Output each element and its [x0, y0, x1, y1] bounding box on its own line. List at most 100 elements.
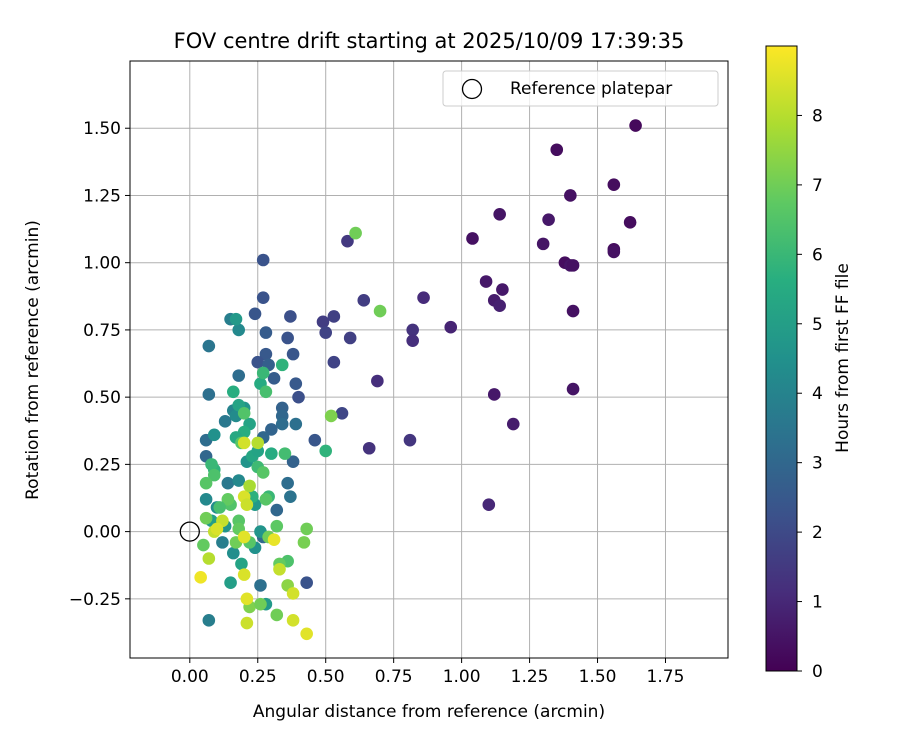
x-tick-label: 1.00 — [443, 667, 481, 687]
data-point — [194, 571, 207, 584]
data-point — [202, 552, 216, 565]
colorbar-tick-label: 2 — [812, 523, 823, 543]
x-tick-label: 0.50 — [307, 667, 345, 687]
y-tick-label: 0.50 — [83, 388, 121, 408]
data-point — [487, 388, 501, 401]
data-point — [251, 436, 265, 450]
data-point — [199, 476, 213, 490]
legend: Reference platepar — [442, 70, 719, 107]
data-point — [199, 511, 213, 525]
data-point — [327, 355, 341, 369]
data-point — [417, 291, 430, 304]
data-point — [349, 226, 362, 240]
data-point — [265, 447, 278, 460]
data-point — [493, 207, 506, 221]
data-point — [259, 347, 273, 361]
data-point — [564, 189, 577, 202]
data-point — [566, 304, 580, 318]
data-point — [289, 377, 303, 391]
data-point — [202, 388, 216, 401]
data-point — [259, 385, 273, 399]
data-point — [623, 216, 637, 229]
x-tick-label: 0.25 — [239, 667, 277, 687]
data-point — [251, 355, 265, 369]
data-point — [444, 320, 458, 334]
data-point — [281, 476, 294, 490]
data-point — [254, 579, 267, 592]
data-point — [482, 498, 496, 512]
data-point — [316, 315, 330, 329]
data-point — [207, 428, 221, 442]
y-tick-label: 0.25 — [83, 455, 121, 475]
data-point — [550, 143, 564, 157]
data-point — [221, 493, 235, 506]
data-point — [403, 433, 417, 447]
data-point — [607, 245, 621, 259]
y-tick-label: 0.00 — [83, 523, 121, 543]
data-point — [256, 366, 270, 380]
data-point — [254, 597, 267, 611]
x-tick-label: 0.75 — [375, 667, 413, 687]
data-point — [267, 533, 281, 546]
data-point — [566, 259, 580, 272]
data-point — [256, 466, 270, 479]
data-point — [607, 178, 621, 192]
legend-label: Reference platepar — [510, 79, 672, 99]
data-point — [259, 326, 273, 339]
data-point — [226, 385, 240, 399]
data-point — [207, 468, 221, 482]
colorbar-label: Hours from first FF file — [833, 263, 853, 453]
data-point — [267, 372, 281, 385]
x-tick-label: 1.50 — [579, 667, 617, 687]
data-point — [237, 436, 251, 450]
colorbar-tick-label: 8 — [812, 106, 823, 126]
data-point — [479, 275, 493, 288]
y-axis-ticks: −0.25 0.00 0.25 0.50 0.75 1.00 1.25 1.50 — [69, 119, 130, 610]
legend-box — [442, 70, 719, 107]
data-point — [335, 406, 349, 420]
data-point — [213, 501, 226, 514]
data-point — [237, 530, 251, 544]
data-point — [226, 546, 240, 560]
data-point — [373, 304, 387, 318]
data-point — [506, 417, 520, 431]
data-point — [243, 479, 256, 493]
data-point — [240, 592, 254, 606]
plot-frame — [129, 60, 729, 659]
colorbar-gradient — [765, 45, 798, 672]
data-point — [284, 490, 297, 503]
x-tick-label: 1.75 — [647, 667, 685, 687]
colorbar-tick-label: 4 — [812, 384, 823, 404]
data-point — [289, 417, 303, 431]
data-point — [300, 522, 313, 536]
data-point — [308, 433, 322, 447]
y-tick-label: 1.50 — [83, 119, 121, 139]
data-point — [275, 358, 289, 372]
data-point — [406, 323, 419, 337]
data-point — [224, 576, 237, 590]
colorbar: 0 1 2 3 4 5 6 7 8 Hours from first FF file — [765, 45, 853, 682]
data-point — [275, 417, 289, 431]
data-point — [341, 234, 354, 248]
data-point — [286, 614, 300, 627]
data-point — [629, 119, 642, 132]
data-point — [327, 310, 341, 323]
data-point — [496, 283, 509, 296]
data-point — [493, 299, 506, 313]
data-point — [324, 409, 338, 423]
data-point — [270, 519, 284, 533]
data-point — [286, 455, 300, 468]
data-point — [406, 334, 419, 347]
data-point — [536, 237, 550, 251]
data-point — [273, 562, 286, 576]
x-tick-label: 1.25 — [511, 667, 549, 687]
data-point — [466, 232, 479, 245]
data-point — [235, 557, 248, 571]
y-tick-label: 1.00 — [83, 254, 121, 274]
data-point — [286, 347, 300, 361]
colorbar-tick-label: 3 — [812, 454, 823, 474]
data-point — [218, 415, 232, 428]
data-point — [297, 536, 311, 549]
x-axis-label: Angular distance from reference (arcmin) — [253, 702, 605, 722]
